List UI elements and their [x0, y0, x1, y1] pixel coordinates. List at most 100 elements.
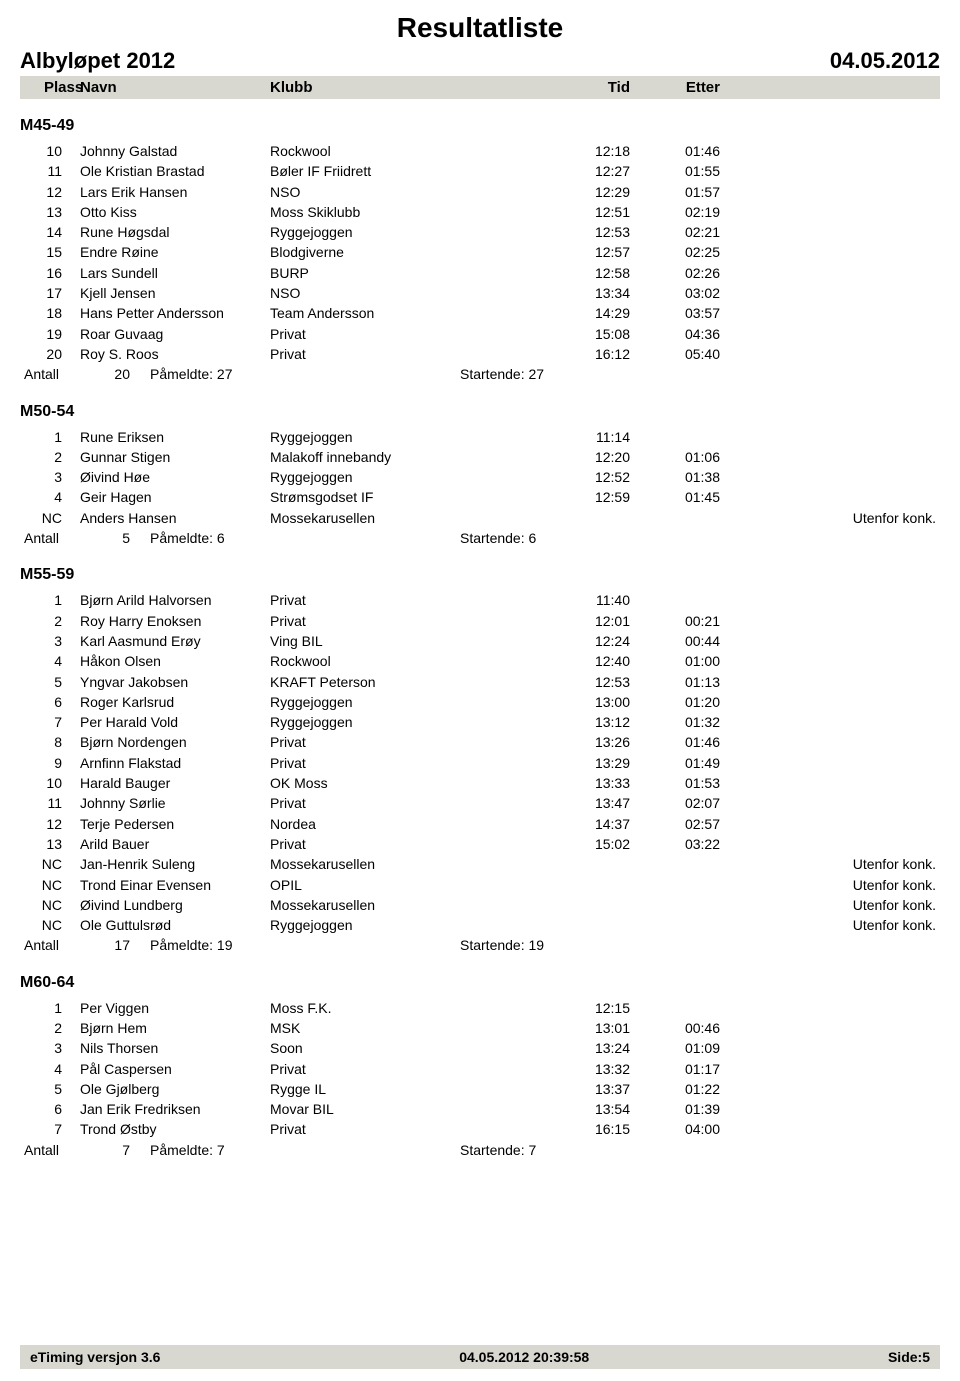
cell-navn: Terje Pedersen — [80, 814, 270, 834]
cell-note — [720, 303, 940, 323]
cell-tid: 12:51 — [540, 202, 630, 222]
cell-note — [720, 283, 940, 303]
col-plass: Plass — [20, 79, 80, 96]
cell-note — [720, 467, 940, 487]
cell-plass: 19 — [20, 324, 80, 344]
cell-tid: 13:32 — [540, 1059, 630, 1079]
cell-etter: 04:00 — [630, 1119, 720, 1139]
cell-etter: 02:57 — [630, 814, 720, 834]
cell-plass: NC — [20, 895, 80, 915]
cell-etter — [630, 590, 720, 610]
cell-navn: Johnny Sørlie — [80, 793, 270, 813]
cell-tid: 13:34 — [540, 283, 630, 303]
result-group: M55-591Bjørn Arild HalvorsenPrivat11:402… — [20, 566, 940, 955]
cell-note — [720, 1018, 940, 1038]
cell-tid: 16:12 — [540, 344, 630, 364]
cell-note — [720, 447, 940, 467]
cell-note — [720, 242, 940, 262]
cell-note — [720, 590, 940, 610]
result-row: 12Terje PedersenNordea14:3702:57 — [20, 814, 940, 834]
cell-plass: 17 — [20, 283, 80, 303]
cell-note — [720, 263, 940, 283]
cell-navn: Ole Kristian Brastad — [80, 161, 270, 181]
result-group: M60-641Per ViggenMoss F.K.12:152Bjørn He… — [20, 974, 940, 1160]
cell-note — [720, 1119, 940, 1139]
cell-navn: Rune Eriksen — [80, 427, 270, 447]
cell-plass: 4 — [20, 487, 80, 507]
summary-antall: 17 — [80, 935, 150, 955]
cell-note — [720, 773, 940, 793]
cell-klubb: Movar BIL — [270, 1099, 540, 1119]
cell-klubb: Privat — [270, 732, 540, 752]
result-row: 9Arnfinn FlakstadPrivat13:2901:49 — [20, 753, 940, 773]
result-row: 20Roy S. RoosPrivat16:1205:40 — [20, 344, 940, 364]
cell-klubb: NSO — [270, 182, 540, 202]
result-row: 18Hans Petter AnderssonTeam Andersson14:… — [20, 303, 940, 323]
result-row: 3Nils ThorsenSoon13:2401:09 — [20, 1038, 940, 1058]
cell-plass: 2 — [20, 447, 80, 467]
cell-tid: 12:40 — [540, 651, 630, 671]
cell-etter — [630, 998, 720, 1018]
cell-note — [720, 611, 940, 631]
cell-klubb: Mossekarusellen — [270, 895, 540, 915]
event-date: 04.05.2012 — [830, 48, 940, 74]
cell-klubb: Soon — [270, 1038, 540, 1058]
cell-etter: 01:46 — [630, 141, 720, 161]
cell-tid — [540, 895, 630, 915]
cell-note — [720, 834, 940, 854]
cell-navn: Harald Bauger — [80, 773, 270, 793]
cell-navn: Roar Guvaag — [80, 324, 270, 344]
cell-tid: 12:27 — [540, 161, 630, 181]
cell-tid — [540, 508, 630, 528]
cell-etter: 01:39 — [630, 1099, 720, 1119]
cell-note — [720, 732, 940, 752]
cell-plass: 1 — [20, 427, 80, 447]
cell-klubb: Rockwool — [270, 651, 540, 671]
cell-navn: Lars Sundell — [80, 263, 270, 283]
cell-klubb: Privat — [270, 1119, 540, 1139]
column-header-row: Plass Navn Klubb Tid Etter — [20, 76, 940, 99]
cell-navn: Anders Hansen — [80, 508, 270, 528]
cell-etter: 01:17 — [630, 1059, 720, 1079]
cell-navn: Jan-Henrik Suleng — [80, 854, 270, 874]
cell-klubb: MSK — [270, 1018, 540, 1038]
cell-etter — [630, 915, 720, 935]
cell-navn: Bjørn Hem — [80, 1018, 270, 1038]
cell-tid: 15:02 — [540, 834, 630, 854]
group-summary: Antall5Påmeldte: 6Startende: 6 — [20, 528, 940, 548]
cell-klubb: Privat — [270, 590, 540, 610]
cell-plass: NC — [20, 875, 80, 895]
result-row: 13Arild BauerPrivat15:0203:22 — [20, 834, 940, 854]
result-row: 6Roger KarlsrudRyggejoggen13:0001:20 — [20, 692, 940, 712]
cell-tid: 12:52 — [540, 467, 630, 487]
group-title: M45-49 — [20, 117, 940, 135]
group-summary: Antall20Påmeldte: 27Startende: 27 — [20, 364, 940, 384]
cell-note — [720, 793, 940, 813]
summary-pameldte: Påmeldte: 7 — [150, 1140, 460, 1160]
result-row: 8Bjørn NordengenPrivat13:2601:46 — [20, 732, 940, 752]
cell-tid: 14:29 — [540, 303, 630, 323]
result-row: 2Bjørn HemMSK13:0100:46 — [20, 1018, 940, 1038]
cell-navn: Hans Petter Andersson — [80, 303, 270, 323]
result-row: 3Øivind HøeRyggejoggen12:5201:38 — [20, 467, 940, 487]
cell-klubb: Privat — [270, 611, 540, 631]
cell-navn: Geir Hagen — [80, 487, 270, 507]
result-row: 12Lars Erik HansenNSO12:2901:57 — [20, 182, 940, 202]
summary-antall: 7 — [80, 1140, 150, 1160]
cell-klubb: BURP — [270, 263, 540, 283]
result-row: 1Bjørn Arild HalvorsenPrivat11:40 — [20, 590, 940, 610]
cell-note — [720, 324, 940, 344]
cell-plass: 5 — [20, 1079, 80, 1099]
cell-klubb: Privat — [270, 1059, 540, 1079]
cell-klubb: Rygge IL — [270, 1079, 540, 1099]
result-row: 2Gunnar StigenMalakoff innebandy12:2001:… — [20, 447, 940, 467]
cell-tid: 13:33 — [540, 773, 630, 793]
cell-note — [720, 692, 940, 712]
cell-etter — [630, 895, 720, 915]
cell-note: Utenfor konk. — [720, 875, 940, 895]
results-body: M45-4910Johnny GalstadRockwool12:1801:46… — [20, 117, 940, 1160]
result-row: 3Karl Aasmund ErøyVing BIL12:2400:44 — [20, 631, 940, 651]
result-row: 11Johnny SørliePrivat13:4702:07 — [20, 793, 940, 813]
cell-tid: 12:15 — [540, 998, 630, 1018]
cell-klubb: Blodgiverne — [270, 242, 540, 262]
